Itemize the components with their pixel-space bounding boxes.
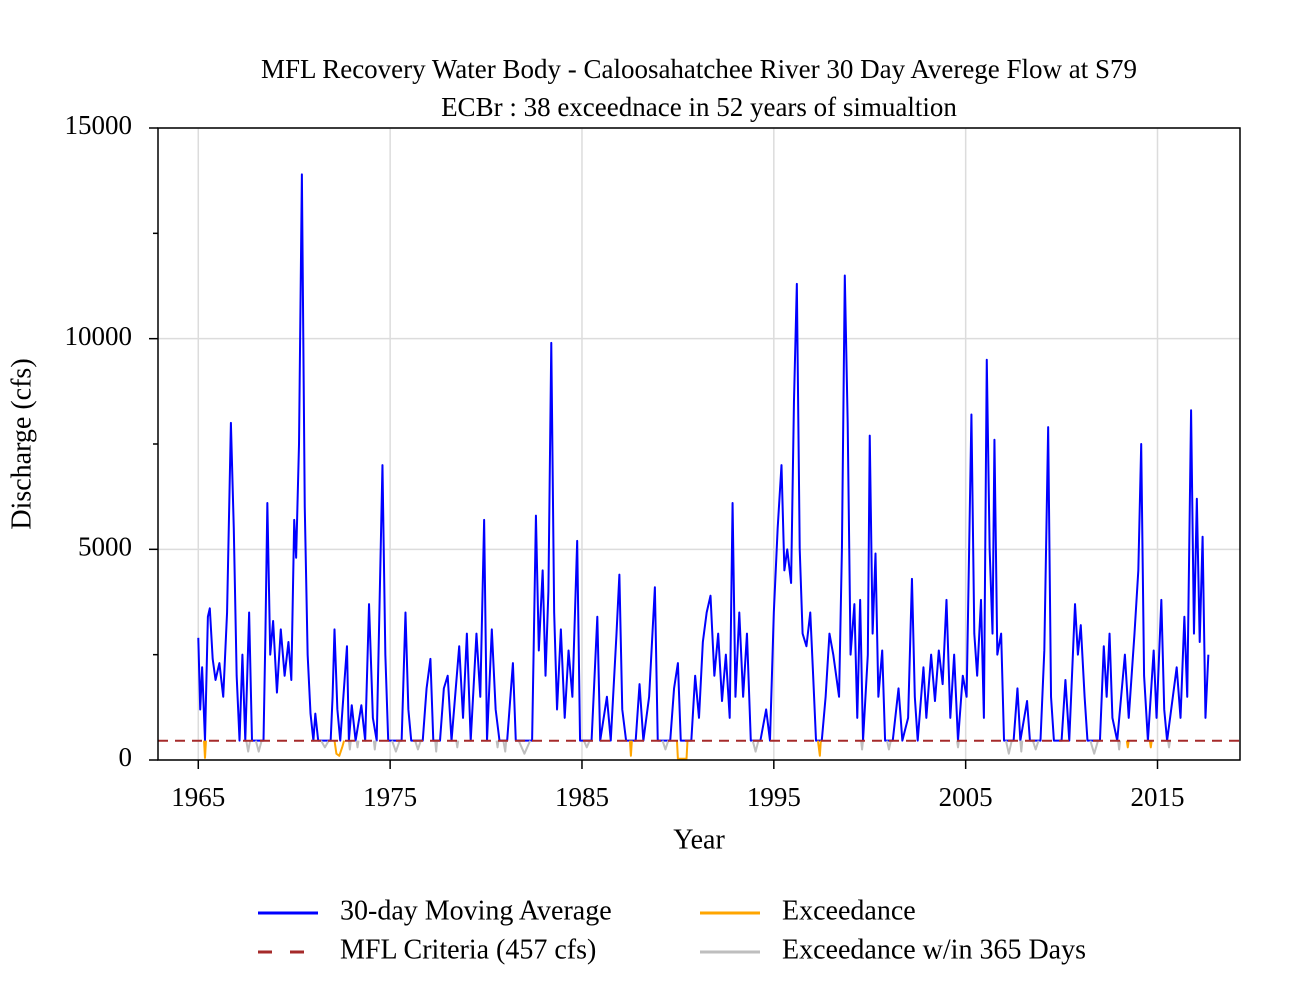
y-axis-label: Discharge (cfs) [6, 358, 37, 529]
x-tick-label: 1975 [363, 782, 417, 812]
legend-label: 30-day Moving Average [340, 895, 612, 926]
plot-frame [157, 127, 1241, 761]
chart-title: MFL Recovery Water Body - Caloosahatchee… [261, 54, 1137, 84]
chart-subtitle: ECBr : 38 exceednace in 52 years of simu… [441, 92, 957, 122]
y-tick-label: 5000 [78, 532, 132, 562]
x-axis-label: Year [673, 824, 725, 855]
x-tick-label: 2005 [939, 782, 993, 812]
y-tick-label: 0 [119, 742, 133, 772]
series-line [245, 740, 1171, 755]
x-tick-label: 1995 [747, 782, 801, 812]
legend-label: MFL Criteria (457 cfs) [340, 934, 596, 965]
x-tick-label: 1965 [171, 782, 225, 812]
x-tick-label: 2015 [1131, 782, 1185, 812]
series-line [197, 173, 1210, 742]
x-tick-label: 1985 [555, 782, 609, 812]
y-tick-label: 15000 [65, 110, 133, 140]
y-tick-label: 10000 [65, 321, 133, 351]
legend-label: Exceedance w/in 365 Days [782, 934, 1086, 965]
series-line [203, 740, 1153, 760]
legend-label: Exceedance [782, 895, 916, 926]
